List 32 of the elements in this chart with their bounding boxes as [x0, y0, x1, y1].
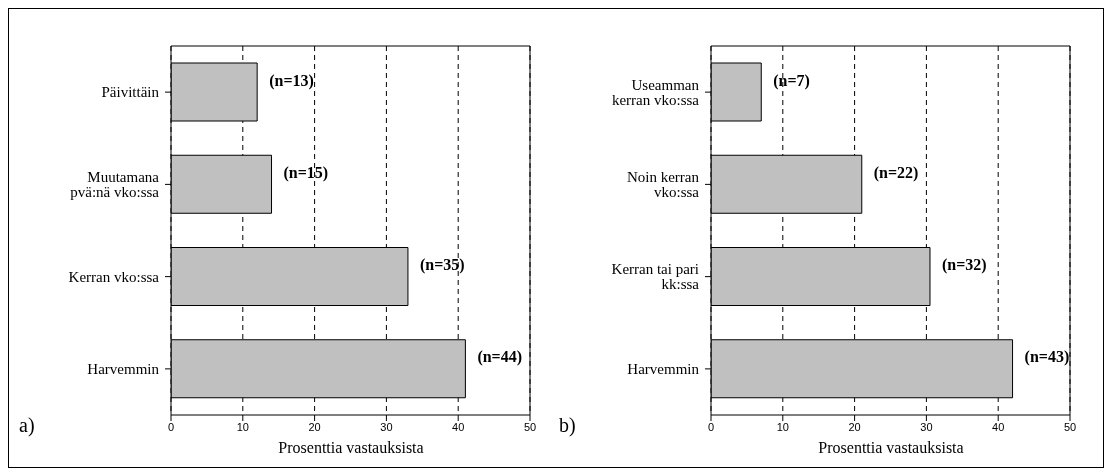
annotation: (n=44) [477, 348, 523, 367]
x-tick-label: 10 [236, 420, 249, 433]
y-tick-label: Kerran tai pari kk:ssa [611, 261, 700, 293]
x-tick-label: 40 [452, 420, 465, 433]
x-axis-title: Prosenttia vastauksista [277, 439, 425, 457]
x-tick-label: 40 [992, 420, 1005, 433]
x-tick-label: 50 [523, 420, 537, 433]
x-tick-label: 50 [1063, 420, 1077, 433]
annotation: (n=22) [873, 163, 919, 182]
annotation: (n=43) [1024, 348, 1070, 367]
x-tick-label: 0 [707, 420, 715, 433]
annotation: (n=15) [283, 163, 329, 182]
x-tick-label: 10 [776, 420, 789, 433]
x-tick-label: 30 [920, 420, 933, 433]
annotation: (n=32) [941, 256, 987, 275]
y-tick-label: Harvemmin [627, 361, 700, 378]
y-tick-label: Useamman kerran vko:ssa [611, 76, 700, 108]
y-tick-label: Harvemmin [87, 361, 160, 378]
x-tick-label: 20 [308, 420, 321, 433]
x-tick-label: 30 [380, 420, 393, 433]
y-tick-label: Muutamana pvä:nä vko:ssa [70, 169, 160, 201]
x-axis-title: Prosenttia vastauksista [817, 439, 965, 457]
annotation: (n=13) [269, 71, 314, 90]
annotation: (n=35) [419, 256, 465, 275]
annotation: (n=7) [773, 71, 810, 90]
text: b) [559, 414, 576, 437]
text: a) [19, 414, 35, 437]
x-tick-label: 20 [848, 420, 861, 433]
y-tick-label: Kerran vko:ssa [68, 268, 160, 285]
y-tick-label: Päivittäin [101, 84, 160, 101]
x-tick-label: 0 [167, 420, 175, 433]
y-tick-label: Noin kerran vko:ssa [626, 169, 700, 201]
